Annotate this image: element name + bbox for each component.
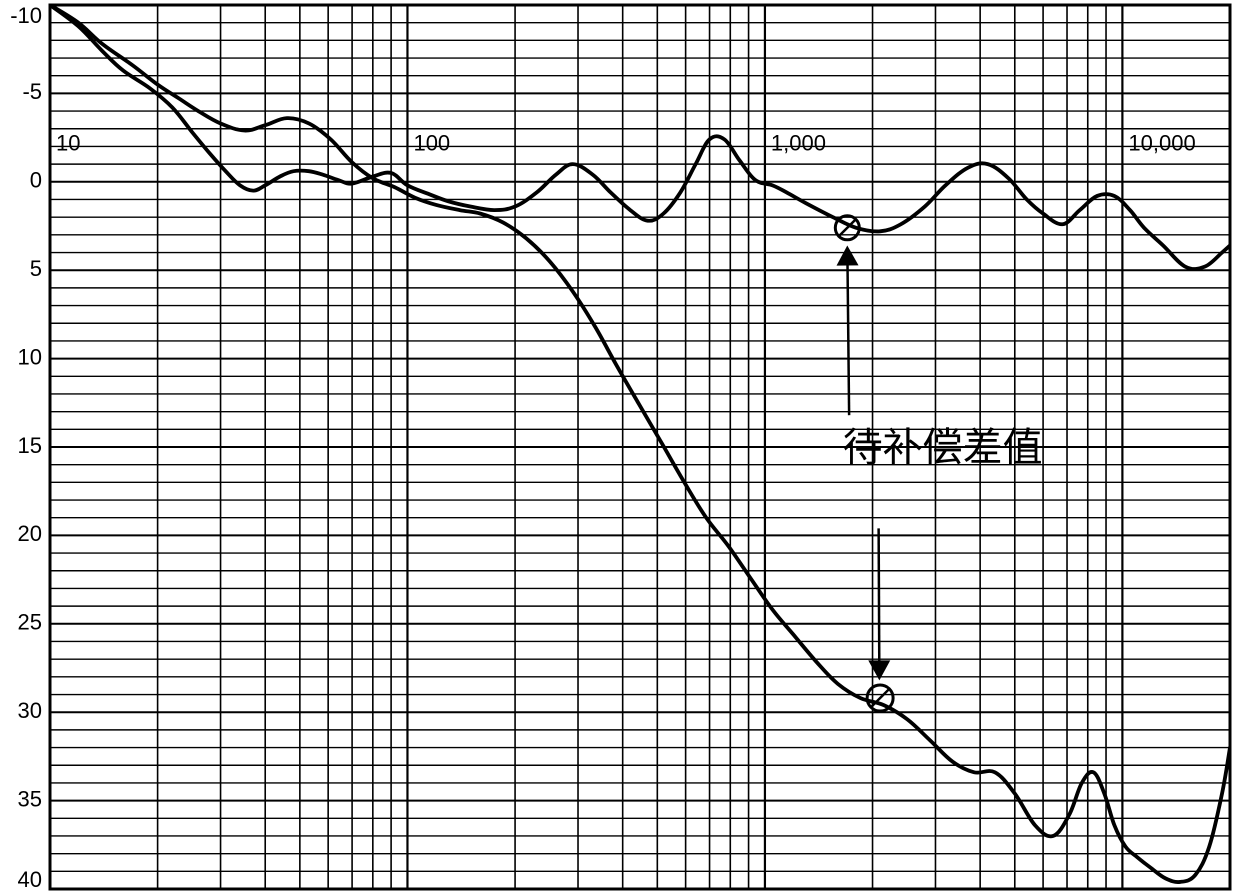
y-tick-label: 15 — [18, 433, 42, 458]
chart-svg: -10 -5 0 5 10 15 20 25 30 35 40 10 100 1,000 10,000 待补偿… — [0, 0, 1240, 894]
y-tick-label: 30 — [18, 698, 42, 723]
y-tick-label: -10 — [10, 3, 42, 28]
x-tick-label: 10 — [56, 130, 80, 155]
y-tick-label: 0 — [30, 168, 42, 193]
y-tick-label: 10 — [18, 344, 42, 369]
annotation-arrow-shaft — [847, 263, 849, 415]
annotation-arrow-shaft — [879, 528, 880, 662]
annotation-label: 待补偿差值 — [843, 426, 1043, 470]
x-tick-label: 100 — [413, 130, 450, 155]
y-tick-label: 40 — [18, 867, 42, 892]
freq-response-chart: -10 -5 0 5 10 15 20 25 30 35 40 10 100 1,000 10,000 待补偿… — [0, 0, 1240, 894]
y-tick-label: 35 — [18, 786, 42, 811]
x-tick-label: 10,000 — [1128, 130, 1195, 155]
y-tick-label: 5 — [30, 256, 42, 281]
x-tick-label: 1,000 — [771, 130, 826, 155]
y-tick-label: 20 — [18, 521, 42, 546]
y-tick-label: -5 — [22, 79, 42, 104]
y-tick-label: 25 — [18, 610, 42, 635]
